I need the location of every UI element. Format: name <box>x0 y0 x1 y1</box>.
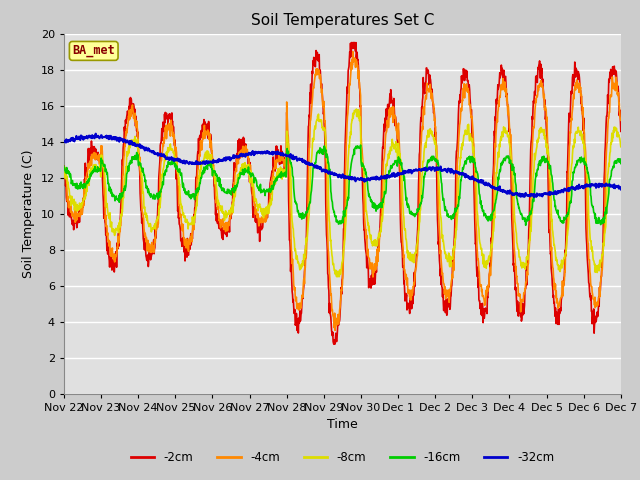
Text: BA_met: BA_met <box>72 44 115 58</box>
Y-axis label: Soil Temperature (C): Soil Temperature (C) <box>22 149 35 278</box>
Legend: -2cm, -4cm, -8cm, -16cm, -32cm: -2cm, -4cm, -8cm, -16cm, -32cm <box>126 446 559 469</box>
Title: Soil Temperatures Set C: Soil Temperatures Set C <box>251 13 434 28</box>
X-axis label: Time: Time <box>327 418 358 431</box>
